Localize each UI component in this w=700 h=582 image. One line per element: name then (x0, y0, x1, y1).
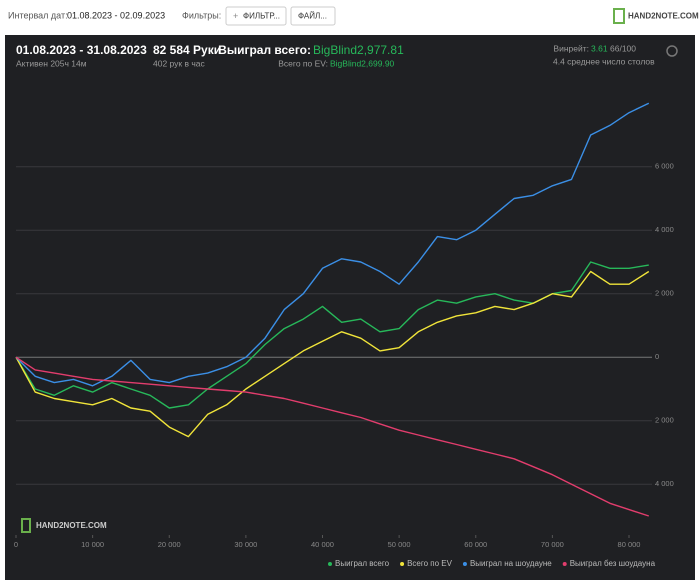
ev: BigBlind2,699.90 (330, 58, 395, 68)
x-tick-label: 40 000 (311, 540, 334, 549)
winrate: 3.61 (591, 43, 608, 53)
won-label: Выиграл всего: (218, 43, 311, 57)
file-button[interactable] (290, 6, 336, 26)
filters-label: Фильтры: (182, 10, 221, 20)
winrate-unit: 66/100 (610, 43, 636, 53)
watermark: HAND2NOTE.COM (36, 521, 107, 530)
x-tick-label: 60 000 (464, 540, 487, 549)
ev-label: Всего по EV: (278, 58, 328, 68)
hands-per-hour: 402 рук в час (153, 58, 206, 68)
watermark-icon (21, 518, 31, 533)
winrate-label: Винрейт: (553, 43, 589, 53)
settings-icon[interactable] (666, 45, 678, 57)
x-tick-label: 50 000 (388, 540, 411, 549)
interval[interactable]: 01.08.2023 - 02.09.2023 (67, 10, 165, 20)
plus-icon: + (233, 11, 238, 21)
legend-swatch (462, 562, 467, 566)
legend-label: Выиграл на шоудауне (470, 559, 552, 568)
file-button-text[interactable]: ФАЙЛ... (298, 12, 327, 21)
tables: 4.4 среднее число столов (553, 56, 655, 66)
legend-label: Выиграл без шоудауна (570, 559, 656, 568)
legend-swatch (562, 562, 567, 566)
filter-button-text[interactable]: ФИЛЬТР... (243, 12, 280, 21)
x-tick-label: 0 (14, 540, 18, 549)
logo: HAND2NOTE.COM (628, 12, 699, 21)
series-line (15, 102, 650, 387)
interval-label: Интервал дат: (8, 10, 68, 20)
filter-button[interactable] (225, 6, 287, 26)
logo-icon (613, 8, 625, 24)
legend-swatch (328, 562, 332, 566)
series-line (15, 270, 650, 438)
won: BigBlind2,977.81 (313, 43, 404, 57)
x-tick-label: 30 000 (234, 540, 257, 549)
panel (5, 35, 695, 580)
x-tick-label: 70 000 (541, 540, 564, 549)
y-tick-label: 4 000 (655, 225, 674, 234)
legend-label: Всего по EV (407, 559, 453, 568)
y-tick-label: 6 000 (655, 162, 674, 171)
legend-label: Выиграл всего (335, 559, 390, 568)
series-line (15, 356, 650, 517)
y-tick-label: 2 000 (655, 289, 674, 298)
y-tick-label: 0 (655, 352, 659, 361)
y-tick-label: 4 000 (655, 479, 674, 488)
y-tick-label: 2 000 (655, 416, 674, 425)
hands: 82 584 Руки (153, 43, 221, 57)
period: 01.08.2023 - 31.08.2023 (16, 43, 147, 57)
x-tick-label: 10 000 (81, 540, 104, 549)
x-tick-label: 20 000 (158, 540, 181, 549)
active: Активен 205ч 14м (16, 58, 87, 68)
x-tick-label: 80 000 (618, 540, 641, 549)
legend-swatch (400, 562, 405, 566)
